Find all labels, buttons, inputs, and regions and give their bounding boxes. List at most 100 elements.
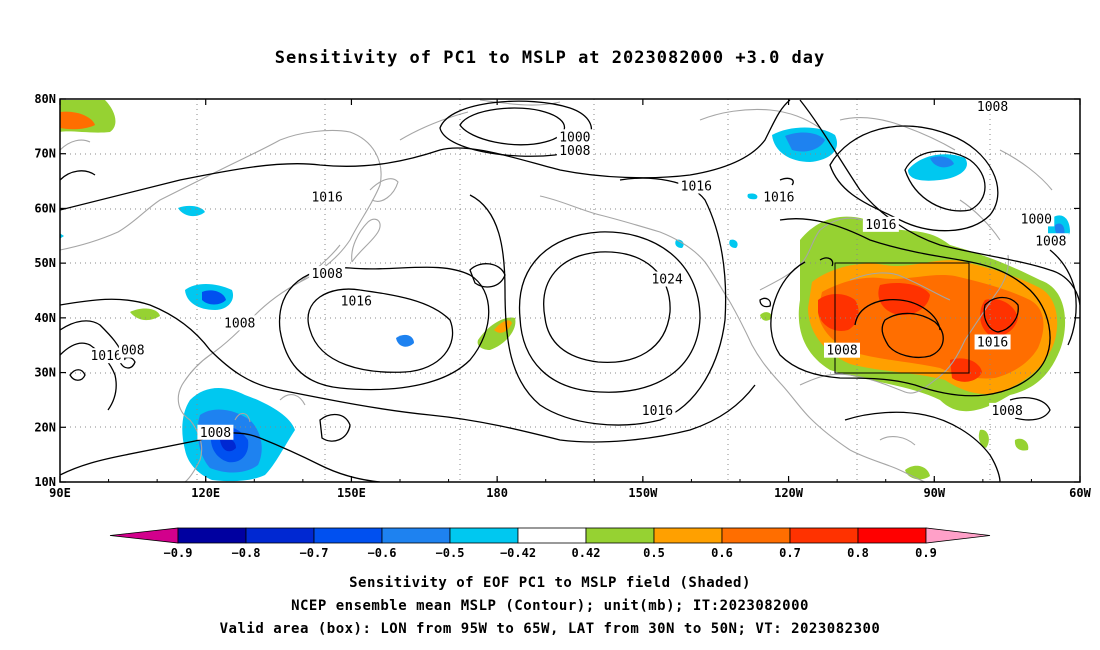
- contour-label: 1008: [991, 404, 1022, 419]
- contour-label: 1008: [977, 100, 1008, 115]
- x-tick-label: 60W: [1069, 486, 1091, 500]
- contour-label-bg: [556, 142, 593, 158]
- colorbar-segment: [721, 527, 791, 544]
- shade-negative-labrador-dark: [1054, 223, 1065, 237]
- shade-positive-green5: [1014, 438, 1029, 451]
- caption-shaded: Sensitivity of EOF PC1 to MSLP field (Sh…: [349, 575, 751, 591]
- shade-negative-arctic2: [908, 154, 968, 181]
- contour-label-bg: [88, 348, 125, 364]
- contour-label: 1016: [311, 190, 342, 205]
- shade-negative-arctic2-dark: [930, 156, 954, 168]
- contour-label-bg: [1018, 211, 1055, 227]
- shade-positive-na-red2: [878, 283, 930, 316]
- contour-label-bg: [639, 402, 676, 418]
- contour-label: 1008: [200, 426, 231, 441]
- contour-label: 1008: [559, 144, 590, 159]
- contour-label-bg: [1032, 233, 1069, 249]
- colorbar-level-label: 0.7: [779, 546, 801, 560]
- colorbar: −0.9 −0.8 −0.7 −0.6 −0.5 −0.42 0.42 0.5 0.6 0.7 0.…: [109, 527, 991, 560]
- contour-label-bg: [678, 178, 715, 194]
- y-tick-label: 10N: [34, 475, 56, 489]
- contour-labels: 1000100810161016101610161008100010081008…: [88, 99, 1069, 441]
- shade-positive-nw-orange: [60, 111, 95, 130]
- contour-label-bg: [974, 334, 1011, 350]
- contour-label: 1000: [1021, 212, 1052, 227]
- contour-label-bg: [118, 342, 147, 358]
- shade-negative-japan-dark: [202, 290, 226, 305]
- contour-label-bg: [309, 189, 346, 205]
- colorbar-segment: [517, 527, 587, 544]
- colorbar-level-label: −0.9: [164, 546, 193, 560]
- y-tick-label: 50N: [34, 256, 56, 270]
- contour-label: 1008: [1035, 234, 1066, 249]
- colorbar-level-label: −0.5: [436, 546, 465, 560]
- contour-label-bg: [197, 424, 234, 440]
- contour-label-bg: [989, 402, 1026, 418]
- x-tick-label: 120E: [191, 486, 220, 500]
- colorbar-level-label: −0.7: [300, 546, 329, 560]
- x-tick-label: 120W: [774, 486, 804, 500]
- contour-label-bg: [824, 342, 860, 358]
- caption-valid-area: Valid area (box): LON from 95W to 65W, L…: [219, 621, 881, 637]
- shade-positive-green3: [978, 429, 989, 448]
- colorbar-level-label: 0.6: [711, 546, 733, 560]
- valid-area-box: [834, 262, 970, 374]
- colorbar-level-label: −0.42: [500, 546, 536, 560]
- colorbar-level-label: 0.9: [915, 546, 937, 560]
- contour-label: 1000: [559, 130, 590, 145]
- contour-label-bg: [221, 315, 258, 331]
- colorbar-segment: [449, 527, 519, 544]
- y-tick-label: 80N: [34, 92, 56, 106]
- shade-negative-small2: [729, 239, 738, 248]
- y-tick-label: 60N: [34, 201, 56, 215]
- contour-label: 008: [121, 344, 144, 359]
- shade-negative-small4: [60, 233, 64, 239]
- x-axis-ticks: 90E 120E 150E 180 150W 120W 90W 60W: [49, 99, 1092, 500]
- contour-label: 1016: [865, 218, 896, 233]
- contour-label: 1016: [90, 349, 121, 364]
- colorbar-level-label: 0.8: [847, 546, 869, 560]
- shade-positive-na-red1: [818, 294, 859, 331]
- x-tick-label: 180: [486, 486, 508, 500]
- contour-label-bg: [760, 189, 797, 205]
- map-title: Sensitivity of PC1 to MSLP at 2023082000…: [274, 48, 826, 68]
- y-tick-label: 70N: [34, 147, 56, 161]
- colorbar-level-label: 0.42: [572, 546, 601, 560]
- colorbar-segment: [585, 527, 655, 544]
- mslp-contours: [60, 99, 1080, 482]
- shade-negative-asia1: [178, 205, 205, 217]
- contour-label: 1024: [651, 273, 682, 288]
- y-tick-label: 30N: [34, 366, 56, 380]
- contour-label: 1016: [763, 190, 794, 205]
- colorbar-segment: [381, 527, 451, 544]
- plot-frame: [59, 98, 1081, 483]
- shade-positive-pacific-orange: [494, 320, 512, 333]
- y-tick-label: 40N: [34, 311, 56, 325]
- coastlines: [60, 99, 1053, 482]
- x-tick-label: 150W: [628, 486, 658, 500]
- shade-positive-green4: [905, 465, 930, 480]
- colorbar-segment: [245, 527, 315, 544]
- colorbar-segment: [313, 527, 383, 544]
- contour-label-bg: [649, 271, 686, 287]
- contour-label: 1008: [311, 267, 342, 282]
- colorbar-max-arrow: [925, 527, 991, 544]
- contour-label-bg: [338, 293, 375, 309]
- shade-negative-small1: [747, 193, 758, 200]
- contour-label: 1016: [681, 180, 712, 195]
- shade-negative-small3: [675, 239, 684, 248]
- contour-label-bg: [309, 266, 346, 282]
- contour-label-bg: [556, 129, 593, 145]
- colorbar-level-label: −0.6: [368, 546, 397, 560]
- contour-label-bg: [862, 216, 899, 232]
- y-axis-ticks: 80N 70N 60N 50N 40N 30N 20N 10N: [34, 92, 1080, 489]
- shade-negative-arctic1-dark: [785, 132, 825, 152]
- x-tick-label: 90E: [49, 486, 71, 500]
- shade-negative-scs-core: [220, 438, 236, 452]
- contour-label-bg: [974, 99, 1011, 115]
- contour-label: 1016: [642, 404, 673, 419]
- x-tick-label: 90W: [923, 486, 945, 500]
- colorbar-segment: [177, 527, 247, 544]
- contour-label: 1008: [826, 344, 857, 359]
